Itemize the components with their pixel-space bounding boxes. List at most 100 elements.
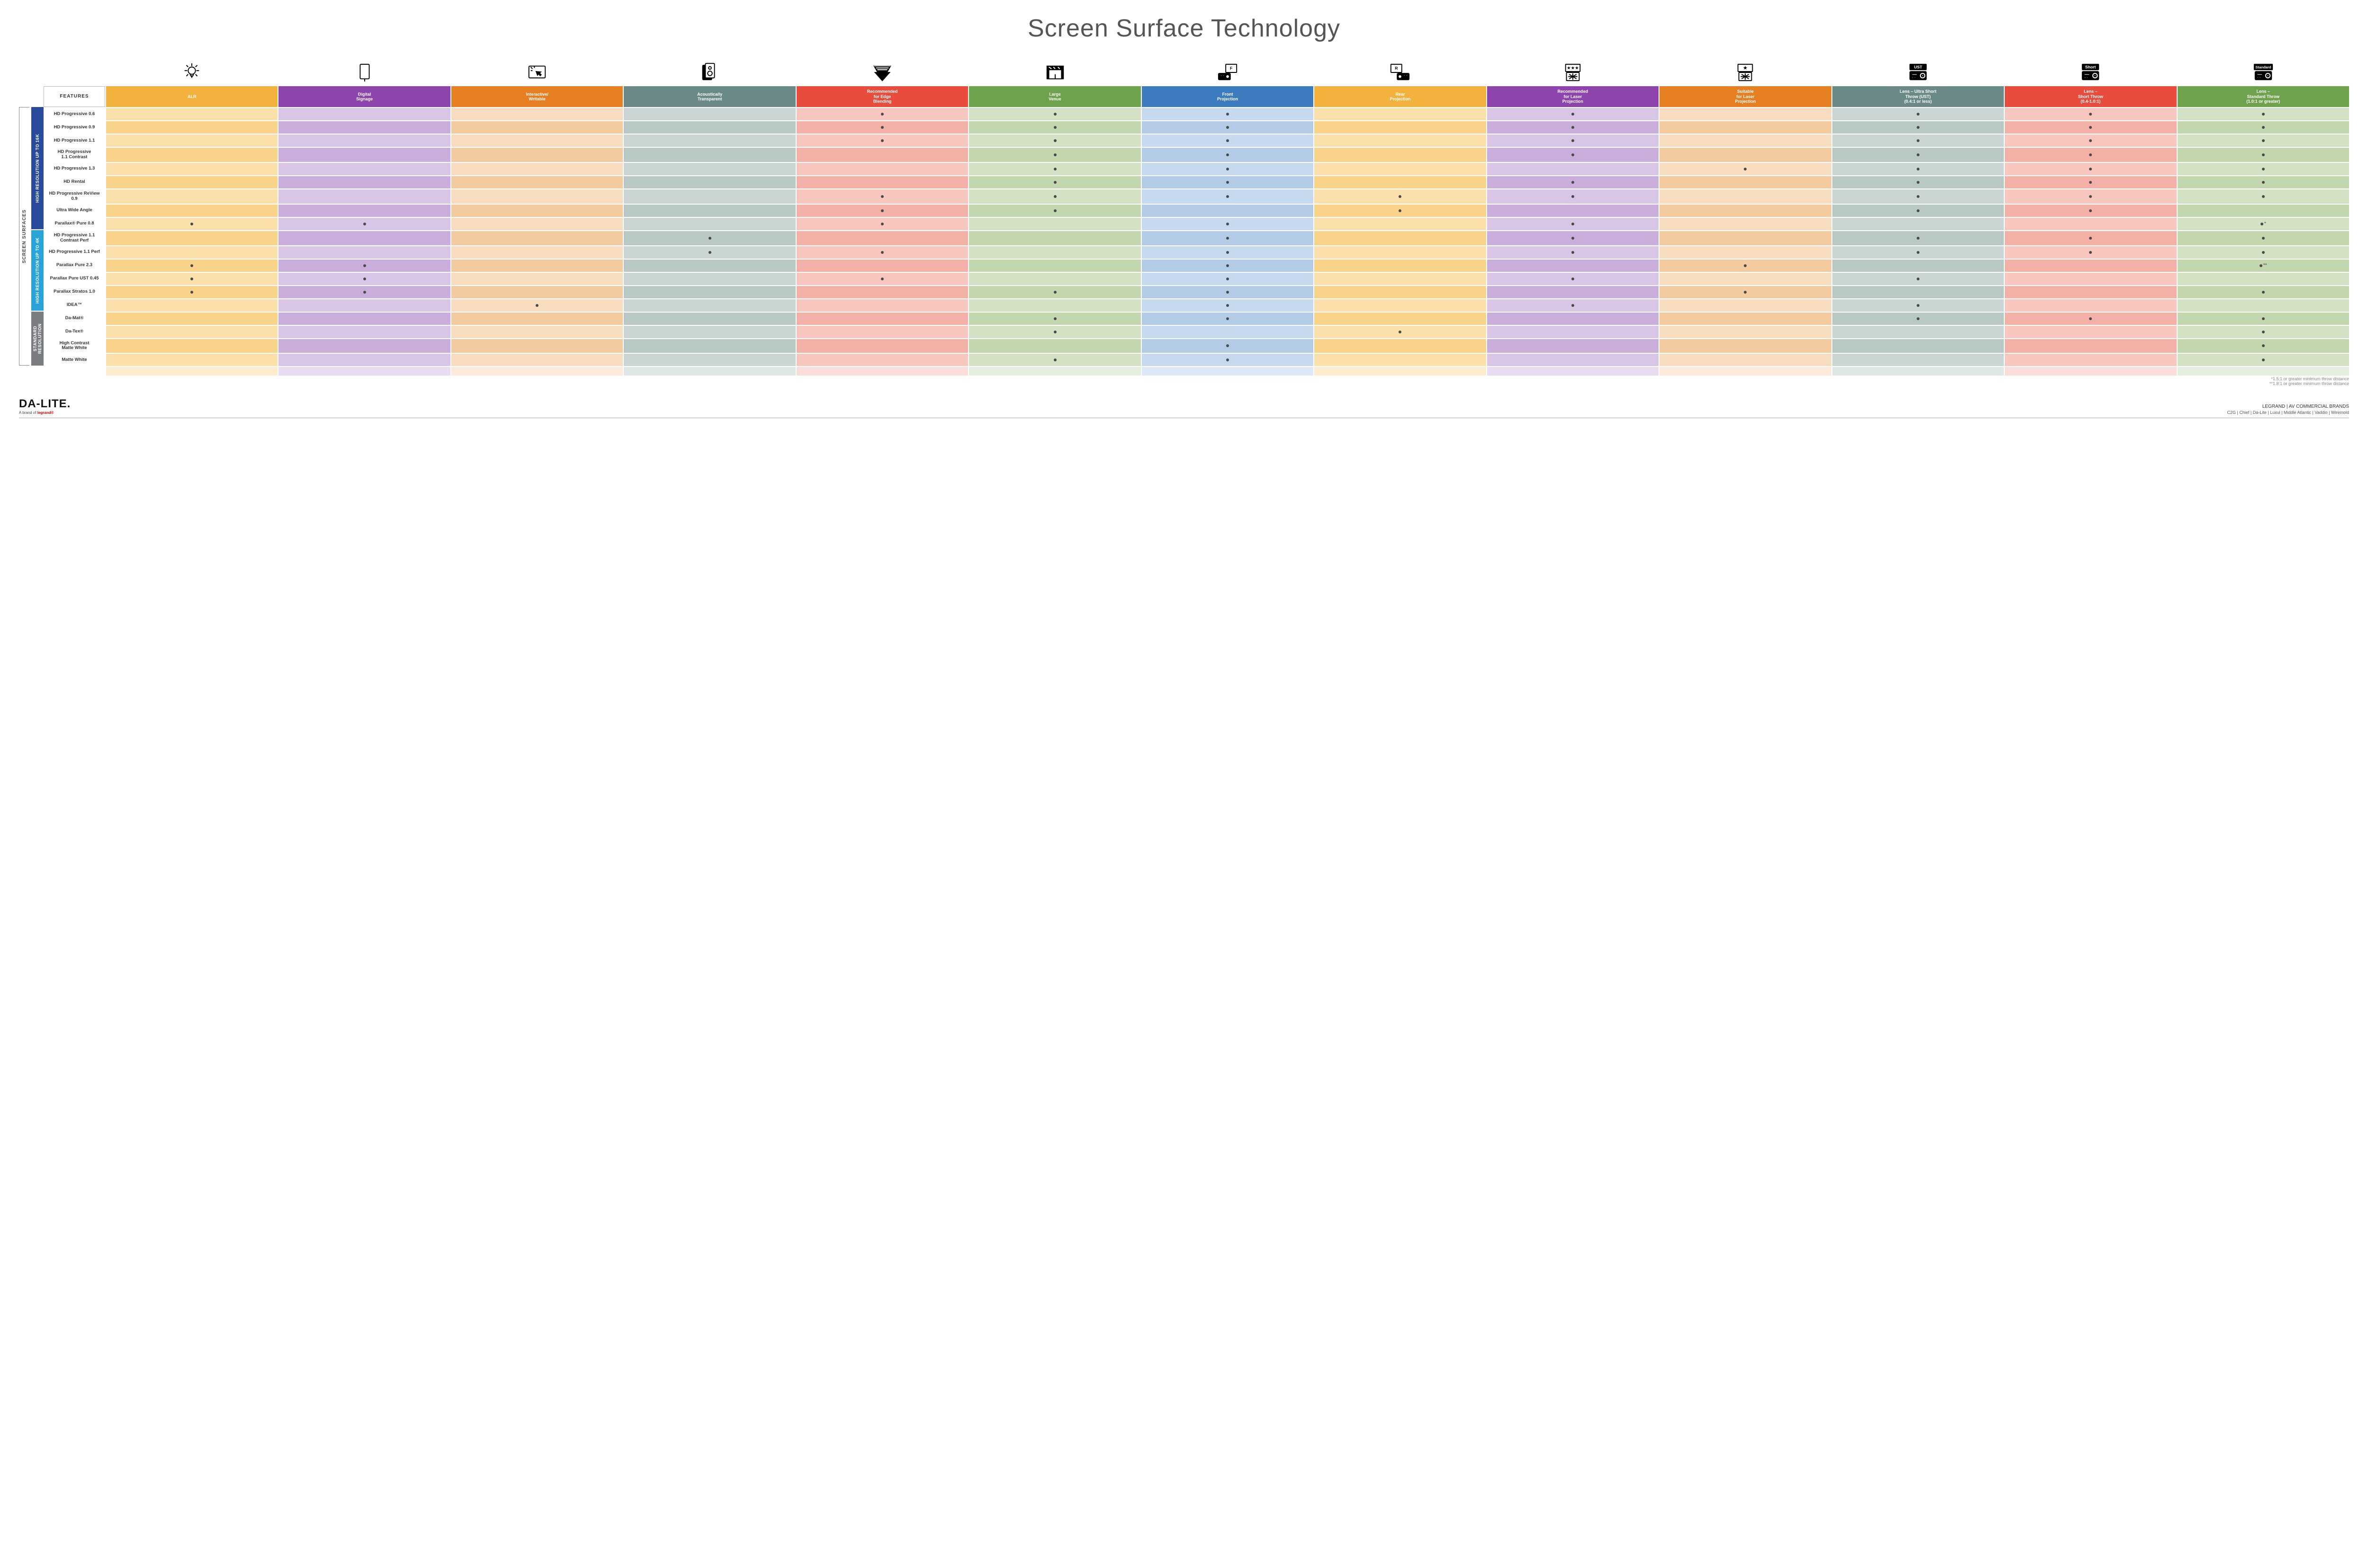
dot-icon [709,237,711,240]
group-label: HIGH RESOLUTION UP TO 4K [31,230,44,311]
dot-icon [1226,264,1229,267]
dot-icon [2262,181,2265,184]
dot-icon [2262,331,2265,333]
cell-std [2178,273,2349,285]
cell-laser_rec [1487,108,1659,120]
cell-laser_rec [1487,246,1659,259]
cell-interactive [451,313,623,325]
cell-alr [106,218,278,230]
cell-acoustic [624,246,795,259]
cell-acoustic [624,354,795,366]
dot-icon [1744,168,1747,170]
cell-edge [797,339,968,353]
cell-large [969,299,1140,312]
cell-alr [106,260,278,272]
cell-large [969,313,1140,325]
dot-icon [2260,264,2262,267]
cell-short [2005,121,2176,134]
dot-icon [881,278,884,280]
dot-icon [1399,195,1401,198]
dot-icon [1226,344,1229,347]
cell-acoustic [624,339,795,353]
cell-std [2178,205,2349,217]
cell-rear [1314,326,1486,338]
group-label: HIGH RESOLUTION UP TO 16K [31,107,44,229]
table-row: HD Progressive 0.6 [44,108,2349,120]
table-row: Parallax Pure 2.3** [44,260,2349,272]
cell-edge [797,313,968,325]
icon-front: F [1142,56,1313,83]
svg-text:★: ★ [1743,65,1748,71]
dot-icon [2262,126,2265,129]
cell-acoustic [624,176,795,188]
dot-icon [881,251,884,254]
cell-ust [1832,218,2004,230]
row-label: HD Progressive1.1 Contrast [44,148,105,162]
cell-front [1142,163,1313,175]
cell-rear [1314,163,1486,175]
cell-large [969,148,1140,162]
dot-icon [1917,181,1920,184]
cell-front [1142,299,1313,312]
dot-icon [1399,209,1401,212]
cell-large [969,205,1140,217]
cell-ust [1832,231,2004,245]
cell-short [2005,286,2176,298]
cell-rear [1314,299,1486,312]
cell-std: ** [2178,260,2349,272]
cell-signage [278,286,450,298]
dot-icon [1054,139,1057,142]
cell-acoustic [624,326,795,338]
col-header-signage: DigitalSignage [278,86,450,107]
dot-icon [1226,139,1229,142]
icon-ust: UST [1832,56,2004,83]
dot-icon [1226,317,1229,320]
cell-interactive [451,339,623,353]
cell-note: ** [2263,263,2267,268]
cell-short [2005,148,2176,162]
dot-icon [1226,278,1229,280]
cell-laser_suit [1659,339,1831,353]
dot-icon [190,223,193,225]
col-header-edge: Recommendedfor EdgeBlending [797,86,968,107]
cell-acoustic [624,205,795,217]
dot-icon [1226,223,1229,225]
dot-icon [2262,358,2265,361]
cell-edge [797,189,968,204]
dot-icon [1917,153,1920,156]
dot-icon [363,223,366,225]
cell-front [1142,339,1313,353]
cell-alr [106,121,278,134]
cell-laser_rec [1487,134,1659,147]
cell-signage [278,273,450,285]
cell-ust [1832,260,2004,272]
cell-laser_suit [1659,260,1831,272]
icon-rear: R [1314,56,1486,83]
cell-ust [1832,121,2004,134]
cell-std [2178,189,2349,204]
cell-ust [1832,339,2004,353]
table-area: FR★★★★USTShortStandardFEATURESALRDigital… [44,56,2349,376]
cell-alr [106,205,278,217]
cell-edge [797,231,968,245]
cell-interactive [451,326,623,338]
cell-signage [278,260,450,272]
cell-short [2005,354,2176,366]
dot-icon [881,223,884,225]
cell-laser_rec [1487,299,1659,312]
cell-laser_suit [1659,313,1831,325]
cell-short [2005,134,2176,147]
cell-edge [797,299,968,312]
cell-short [2005,189,2176,204]
outer-side-label: SCREEN SURFACES [19,107,29,366]
cell-front [1142,260,1313,272]
dot-icon [1054,168,1057,170]
cell-laser_suit [1659,108,1831,120]
cell-acoustic [624,260,795,272]
cell-alr [106,176,278,188]
group-label: STANDARDRESOLUTION [31,312,44,366]
cell-alr [106,313,278,325]
cell-front [1142,176,1313,188]
cell-acoustic [624,134,795,147]
cell-std [2178,286,2349,298]
